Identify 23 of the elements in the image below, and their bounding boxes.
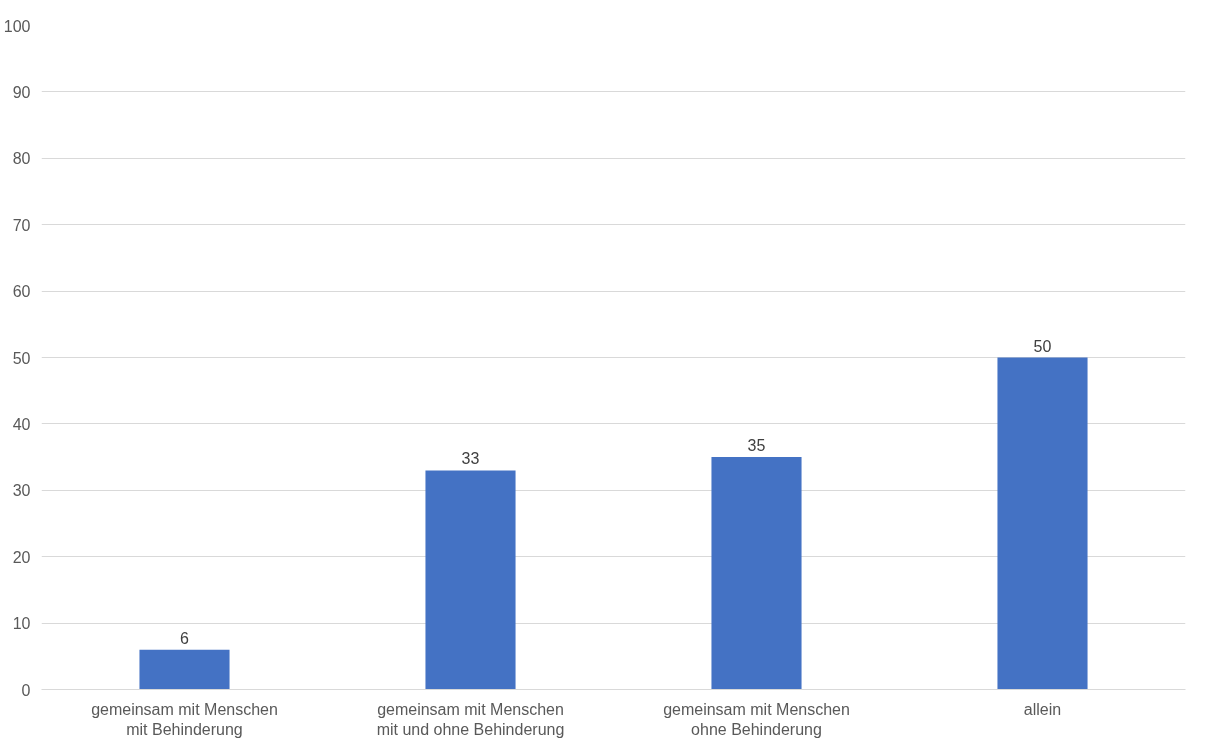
data-label: 33 [461, 450, 480, 468]
data-label: 50 [1033, 337, 1052, 355]
bar [711, 457, 802, 690]
y-tick-label: 10 [12, 615, 31, 633]
data-label: 35 [747, 437, 766, 455]
y-tick-label: 90 [12, 83, 31, 101]
y-tick-label: 0 [21, 681, 31, 699]
x-tick-label: allein [1023, 700, 1062, 718]
y-tick-label: 80 [12, 150, 31, 168]
y-tick-label: 50 [12, 349, 31, 367]
y-tick-label: 20 [12, 548, 31, 566]
y-tick-label: 70 [12, 216, 31, 234]
y-tick-label: 40 [12, 415, 31, 433]
bar [139, 649, 230, 690]
y-tick-label: 60 [12, 283, 31, 301]
x-tick-label: gemeinsam mit Menschen mit Behinderung [91, 700, 278, 738]
data-label: 6 [180, 629, 190, 647]
x-tick-label: gemeinsam mit Menschen mit und ohne Behinderung [376, 700, 565, 738]
y-tick-label: 30 [12, 482, 31, 500]
bar [997, 357, 1088, 690]
x-tick-label: gemeinsam mit Menschen ohne Behinderung [663, 700, 850, 738]
y-tick-label: 100 [3, 17, 31, 35]
bar [425, 470, 516, 690]
